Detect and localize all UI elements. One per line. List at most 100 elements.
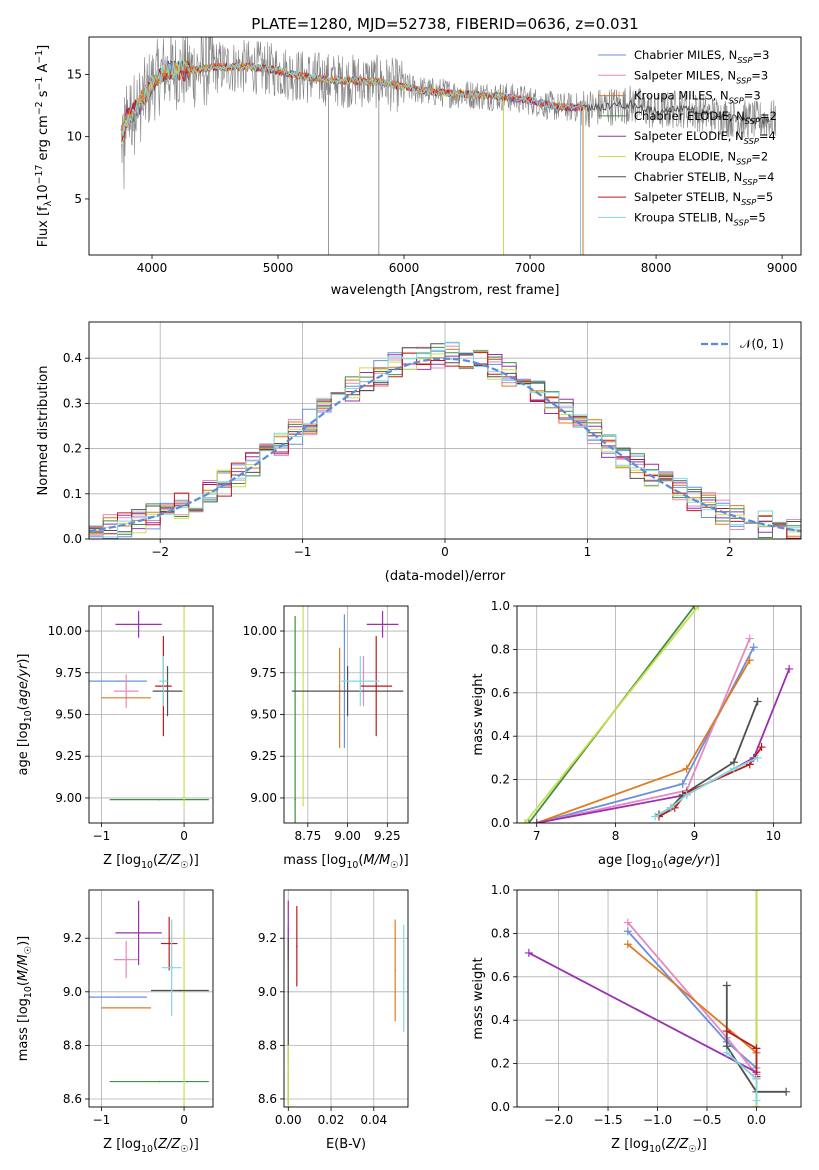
mass_vs_z-frame: [88, 889, 214, 1108]
mass_vs_ebv-ytick-label-2: 9.0: [258, 985, 277, 999]
mass_weight_vs_age-marker-kroupa_stelib-1: [666, 803, 675, 812]
legend-label-3: Chabrier ELODIE, NSSP=2: [634, 109, 777, 126]
mass_vs_z-ylabel: mass [log10(M/M☉)]: [16, 936, 34, 1062]
residuals-ytick-label-0: 0.0: [63, 532, 82, 546]
age_vs_mass-ytick-label-3: 9.75: [250, 666, 277, 680]
spectrum-ylabel: Flux [fλ10−17 erg cm−2 s−1 A−1]: [34, 45, 54, 247]
age_vs_z-frame: [88, 605, 214, 824]
age_vs_z-ytick-label-2: 9.50: [55, 708, 82, 722]
residuals-ytick-label-4: 0.4: [63, 351, 82, 365]
spectrum-xtick-label-5: 9000: [767, 261, 798, 275]
mass_vs_z-point-kroupa_miles: [125, 1007, 127, 1009]
mass_weight_vs_age-marker-kroupa_elodie-0: [520, 819, 529, 823]
spectrum-xtick-label-0: 4000: [137, 261, 168, 275]
spectrum-xtick-label-4: 8000: [641, 261, 672, 275]
mass_vs_ebv-point-salpeter_elodie: [287, 932, 290, 934]
age_vs_mass-xlabel: mass [log10(M/M☉)]: [283, 853, 409, 871]
residual-legend-label: 𝒩(0, 1): [740, 337, 784, 351]
age_vs_z-point-salpeter_miles: [125, 690, 127, 692]
mass_weight_vs_z-ytick-label-3: 0.6: [491, 970, 510, 984]
figure-title: PLATE=1280, MJD=52738, FIBERID=0636, z=0…: [251, 15, 638, 33]
mass_vs_ebv-point-kroupa_stelib: [402, 977, 405, 980]
legend-label-1: Salpeter MILES, NSSP=3: [634, 68, 768, 85]
mass_vs_z-point-kroupa_elodie: [183, 1066, 185, 1068]
legend-label-2: Kroupa MILES, NSSP=3: [634, 89, 761, 106]
mass_vs_z-xlabel: Z [log10(Z/Z☉)]: [103, 1137, 199, 1155]
age_vs_mass-point-kroupa_miles: [338, 697, 341, 699]
residuals-xtick-label-3: 1: [584, 545, 592, 559]
age_vs_mass-xtick-label-2: 9.25: [374, 829, 401, 843]
age_vs_mass-ytick-label-1: 9.25: [250, 749, 277, 763]
mass_weight_vs_age-marker-chabrier_elodie-0: [524, 819, 533, 823]
mass_weight_vs_age-ylabel: mass weight: [471, 673, 486, 755]
spectrum-frame: [88, 36, 802, 256]
age_vs_z-axes: −1 0 9.00 9.25 9.50 9.75 10.00: [48, 606, 213, 843]
mass_weight_vs_z-marker-chabrier_stelib-0: [722, 981, 731, 990]
mass_vs_z-ytick-label-3: 9.2: [63, 931, 82, 945]
mass_weight_vs_z-marker-salpeter_stelib-0: [722, 1027, 731, 1036]
mass_weight_vs_z-marker-chabrier_miles-0: [623, 927, 632, 936]
mass_vs_ebv-xtick-label-2: 0.04: [360, 1113, 387, 1127]
mass_weight_vs_age-ytick-label-3: 0.6: [491, 686, 510, 700]
residual-normal-curve: [89, 357, 801, 533]
spectrum-xtick-label-1: 5000: [263, 261, 294, 275]
mass_vs_ebv-axes: 0.00 0.02 0.04 8.6 8.8 9.0 9.2: [258, 890, 408, 1127]
legend-label-6: Chabrier STELIB, NSSP=4: [634, 170, 774, 187]
age_vs_mass-ytick-label-2: 9.50: [250, 708, 277, 722]
spectrum-ytick-label-2: 15: [67, 67, 82, 81]
residual-hist-kroupa_stelib: [89, 341, 801, 539]
spectrum-xtick-label-3: 7000: [515, 261, 546, 275]
mass_vs_ebv-point-kroupa_miles: [394, 969, 396, 972]
age_vs_z-xtick-label-0: −1: [93, 829, 111, 843]
mass_vs_z-point-chabrier_stelib: [179, 989, 181, 992]
age_vs_z-ylabel: age [log10(age/yr)]: [16, 653, 34, 775]
mass_weight_vs_age-marker-kroupa_stelib-4: [753, 753, 762, 762]
mass_weight_vs_age-marker-chabrier_miles-2: [749, 643, 758, 652]
mass_weight_vs_age-marker-salpeter_elodie-0: [532, 819, 541, 823]
age_vs_mass-point-chabrier_elodie: [294, 798, 296, 801]
mass_weight_vs_age-ytick-label-5: 1.0: [491, 599, 510, 613]
mass_weight_vs_age-marker-chabrier_elodie-1: [690, 606, 699, 610]
mass_weight_vs_age-marker-kroupa_stelib-3: [729, 764, 738, 773]
residuals-xtick-label-2: 0: [441, 545, 449, 559]
mass_vs_ebv-point-chabrier_stelib: [287, 991, 290, 993]
mass_weight_vs_z-marker-kroupa_stelib-1: [752, 1074, 761, 1083]
age_vs_mass-point-kroupa_stelib: [359, 680, 362, 682]
mass_weight_vs_z-marker-kroupa_elodie-1: [752, 890, 761, 894]
mass_vs_ebv-point-salpeter_stelib: [296, 945, 298, 948]
mass_vs_ebv-xlabel: E(B-V): [326, 1137, 366, 1152]
age_vs_z-ytick-label-4: 10.00: [48, 624, 82, 638]
mass_vs_z-point-salpeter_miles: [125, 958, 127, 961]
age_vs_z-point-salpeter_elodie: [137, 623, 140, 626]
mass_weight_vs_age-xtick-label-1: 8: [612, 829, 620, 843]
mass_weight_vs_z-plot: [524, 890, 791, 1107]
age_vs_z-point-chabrier_stelib: [166, 690, 169, 692]
age_vs_z-ytick-label-3: 9.75: [55, 666, 82, 680]
age_vs_z-point-kroupa_miles: [125, 697, 127, 699]
spectrum-legend: Chabrier MILES, NSSP=3 Salpeter MILES, NS…: [598, 48, 777, 227]
mass_weight_vs_age-line-kroupa_miles: [536, 659, 751, 823]
legend-label-4: Salpeter ELODIE, NSSP=4: [634, 129, 776, 146]
age_vs_mass-axes: 8.75 9.00 9.25 9.00 9.25 9.50 9.75 10.00: [243, 606, 408, 843]
residual-hist-salpeter_stelib: [89, 352, 801, 539]
mass_vs_ebv-ytick-label-3: 9.2: [258, 931, 277, 945]
age_vs_mass-ytick-label-4: 10.00: [243, 624, 277, 638]
residuals-xtick-label-0: −2: [151, 545, 169, 559]
mass_vs_ebv-point-kroupa_elodie: [287, 1066, 290, 1068]
age_vs_mass-point-salpeter_stelib: [375, 685, 378, 687]
age_vs_z-xlabel: Z [log10(Z/Z☉)]: [103, 853, 199, 871]
residuals-ytick-label-1: 0.1: [63, 487, 82, 501]
mass_vs_z-xtick-label-0: −1: [93, 1113, 111, 1127]
mass_weight_vs_z-xlabel: Z [log10(Z/Z☉)]: [611, 1137, 707, 1155]
mass_vs_ebv-ytick-label-1: 8.8: [258, 1038, 277, 1052]
mass_weight_vs_z-xtick-label-3: −0.5: [692, 1113, 721, 1127]
mass_weight_vs_age-marker-salpeter_miles-2: [745, 634, 754, 643]
mass_weight_vs_z-xtick-label-4: 0.0: [747, 1113, 766, 1127]
mass_weight_vs_age-marker-kroupa_miles-2: [745, 656, 754, 665]
mass_vs_ebv-ytick-label-0: 8.6: [258, 1092, 277, 1106]
mass_weight_vs_z-marker-salpeter_elodie-0: [524, 948, 533, 957]
mass_weight_vs_z-xtick-label-0: −2.0: [544, 1113, 573, 1127]
mass_weight_vs_z-marker-salpeter_stelib-1: [752, 1044, 761, 1053]
mass_weight_vs_age-marker-salpeter_stelib-4: [757, 743, 766, 752]
